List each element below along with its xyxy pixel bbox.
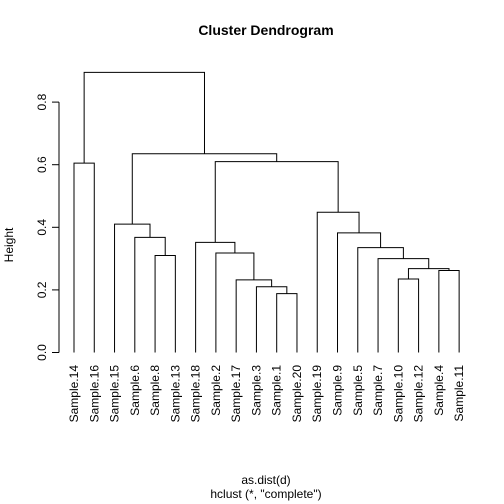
leaf-label: Sample.1 [270,365,284,416]
leaf-label: Sample.2 [209,365,223,416]
merge-branch [195,241,236,353]
leaf-label: Sample.11 [452,365,466,422]
leaf-label: Sample.18 [189,365,203,423]
leaf-label: Sample.20 [290,365,304,423]
merge-branch [276,293,298,353]
leaf-label: Sample.12 [412,365,426,423]
merge-branch [73,162,95,353]
y-axis: 0.0 0.2 0.4 0.6 0.8 [35,93,60,361]
leaf-label: Sample.4 [432,365,446,416]
merge-branch [397,278,420,353]
chart-subtitle: hclust (*, "complete") [210,487,321,501]
leaf-label: Sample.8 [148,365,162,416]
y-tick-label: 0.6 [35,156,49,173]
leaf-label: Sample.6 [128,365,142,416]
leaf-label: Sample.10 [391,365,405,423]
merge-branch [337,232,382,353]
merge-branch [377,258,430,353]
leaf-label: Sample.19 [310,365,324,423]
y-tick-label: 0.8 [35,93,49,110]
leaf-label: Sample.3 [249,365,263,416]
dendrogram-tree [73,71,460,353]
chart-title: Cluster Dendrogram [198,22,333,38]
leaf-label: Sample.13 [168,365,182,423]
x-axis-label: as.dist(d) [241,473,290,487]
leaf-label: Sample.7 [371,365,385,416]
merge-branch [131,153,278,225]
leaf-label: Sample.15 [108,365,122,423]
y-tick-label: 0.2 [35,281,49,298]
leaf-label: Sample.17 [229,365,243,423]
merge-branch [438,269,460,353]
merge-branch [154,254,176,353]
merge-branch [215,252,255,353]
merge-branch [255,286,288,353]
y-tick-label: 0.4 [35,219,49,236]
merge-branch [235,279,273,353]
merge-branch [114,223,151,353]
y-axis-label: Height [2,227,16,262]
y-tick-label: 0.0 [35,344,49,361]
leaf-label: Sample.16 [87,365,101,423]
merge-branch [214,161,339,243]
leaf-labels: Sample.14 Sample.16 Sample.15 Sample.6 Sampl… [67,365,466,423]
leaf-label: Sample.9 [331,365,345,416]
merge-branch [357,247,404,353]
leaf-label: Sample.14 [67,365,81,423]
merge-branch [83,71,205,164]
merge-branch [134,236,166,353]
leaf-label: Sample.5 [351,365,365,416]
